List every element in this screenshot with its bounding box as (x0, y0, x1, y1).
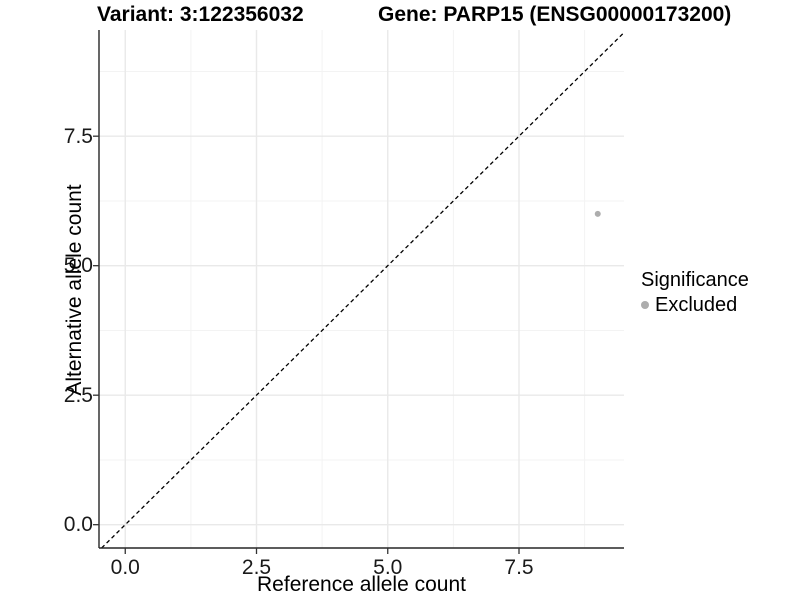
legend: Significance Excluded (641, 268, 749, 317)
x-axis-title: Reference allele count (257, 573, 466, 596)
identity-reference-line (101, 32, 625, 549)
legend-title: Significance (641, 269, 749, 291)
y-tick-label: 0.0 (63, 513, 93, 537)
y-axis-title: Alternative allele count (63, 184, 86, 396)
x-tick-label: 0.0 (110, 556, 140, 579)
x-tick-label: 5.0 (373, 556, 403, 579)
data-point-excluded (594, 210, 601, 217)
y-tick-label: 5.0 (63, 254, 93, 278)
plot-title-variant: Variant: 3:122356032 (97, 3, 304, 26)
plot-title-gene: Gene: PARP15 (ENSG00000173200) (378, 3, 732, 26)
x-tick-label: 2.5 (241, 556, 272, 579)
legend-item-label: Excluded (655, 294, 738, 316)
legend-key-dot-icon (641, 301, 649, 309)
x-tick-label: 7.5 (504, 556, 534, 579)
y-tick-label: 7.5 (63, 124, 93, 148)
legend-item-excluded: Excluded (641, 293, 749, 317)
y-tick-label: 2.5 (63, 383, 93, 407)
